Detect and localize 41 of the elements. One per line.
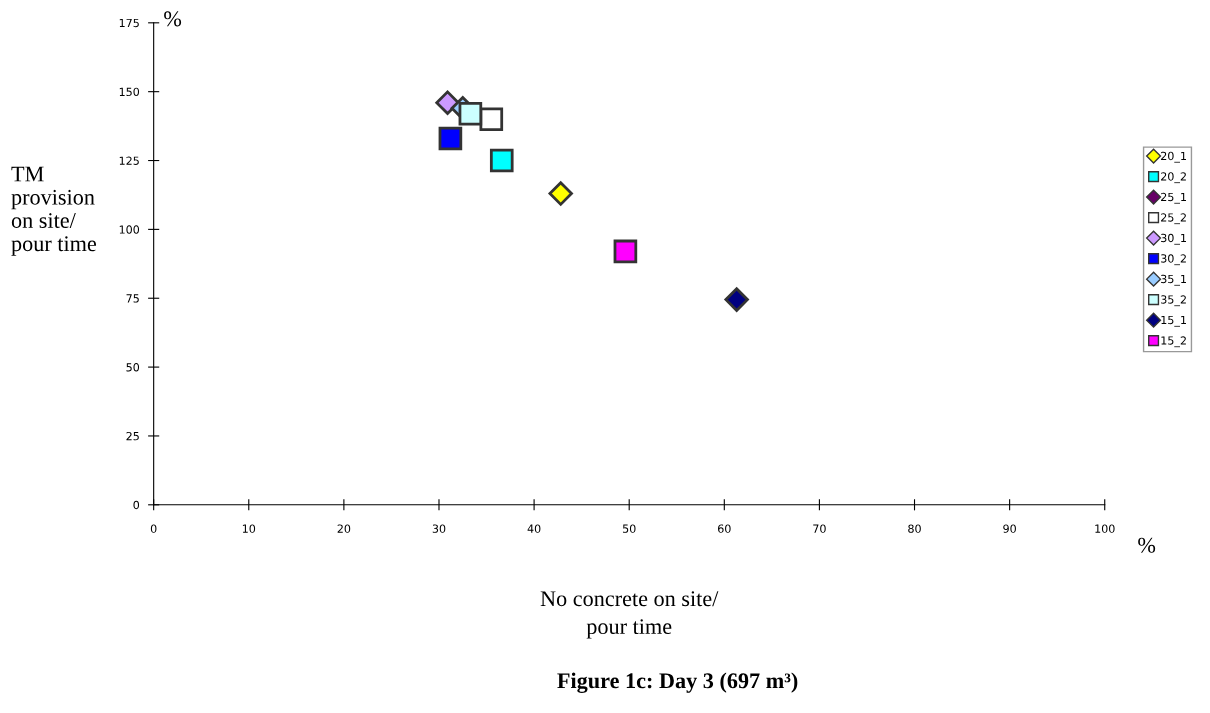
text: Figure 1c: Day 3 (697 m³) [557, 672, 798, 693]
x-tick-label: 70 [813, 524, 826, 533]
x-tick-label: 90 [1003, 524, 1016, 533]
y-tick-label: 100 [119, 225, 140, 234]
x-tick-label: 10 [242, 524, 256, 533]
legend-label: 35_2 [1161, 295, 1186, 307]
legend-label: 25_2 [1161, 213, 1186, 225]
x-tick-label: 60 [718, 524, 731, 533]
legend-label: 25_1 [1161, 192, 1186, 204]
x-tick-label: 40 [527, 524, 541, 533]
point [438, 126, 463, 151]
y-axis-title: TM provision on site/ pour time [11, 166, 97, 256]
point [458, 101, 483, 126]
legend-label: 20_1 [1161, 151, 1186, 163]
x-axis-title: No concrete on site/ pour time [540, 591, 719, 639]
x-tick-label: 80 [908, 524, 921, 533]
x-tick-label: 30 [432, 524, 446, 533]
legend-label: 30_1 [1161, 233, 1186, 245]
legend-label: 30_2 [1161, 254, 1186, 266]
x-tick-label: 20 [337, 524, 351, 533]
x-tick-label: 0 [150, 524, 157, 533]
point [724, 287, 749, 312]
y-tick-label: 0 [133, 500, 140, 510]
y-tick-label: 50 [126, 363, 140, 372]
point [613, 239, 638, 264]
legend-label: 15_2 [1161, 336, 1186, 348]
y-tick-label: 175 [119, 18, 139, 28]
y-tick-label: 125 [119, 156, 139, 165]
text: % [1138, 537, 1156, 553]
x-tick-label: 100 [1095, 524, 1115, 533]
legend-label: 20_2 [1161, 172, 1186, 184]
legend-label: 15_1 [1161, 315, 1186, 327]
y-tick-label: 150 [119, 87, 140, 97]
x-tick-label: 50 [622, 524, 636, 533]
y-tick-label: 75 [126, 294, 139, 303]
annotation: % [164, 11, 182, 27]
point [489, 148, 514, 173]
y-tick-label: 25 [126, 431, 139, 441]
legend-label: 35_1 [1161, 274, 1186, 286]
point [548, 181, 573, 206]
point [479, 107, 504, 132]
